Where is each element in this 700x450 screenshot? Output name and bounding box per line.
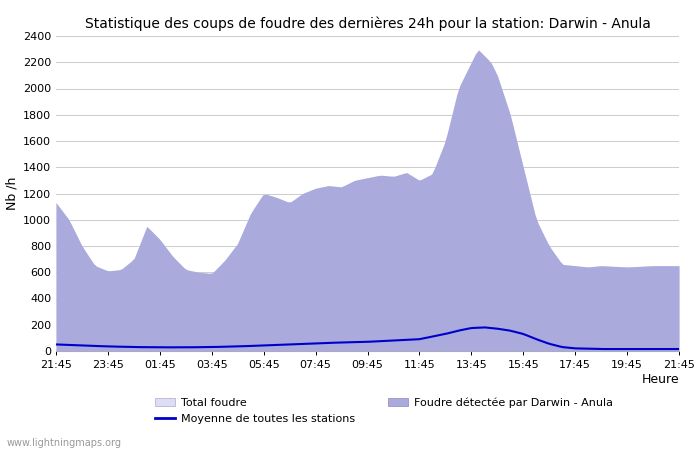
Legend: Total foudre, Moyenne de toutes les stations, Foudre détectée par Darwin - Anula: Total foudre, Moyenne de toutes les stat… <box>155 397 612 423</box>
Title: Statistique des coups de foudre des dernières 24h pour la station: Darwin - Anul: Statistique des coups de foudre des dern… <box>85 16 650 31</box>
Text: www.lightningmaps.org: www.lightningmaps.org <box>7 438 122 448</box>
Text: Heure: Heure <box>641 373 679 386</box>
Y-axis label: Nb /h: Nb /h <box>6 177 19 210</box>
